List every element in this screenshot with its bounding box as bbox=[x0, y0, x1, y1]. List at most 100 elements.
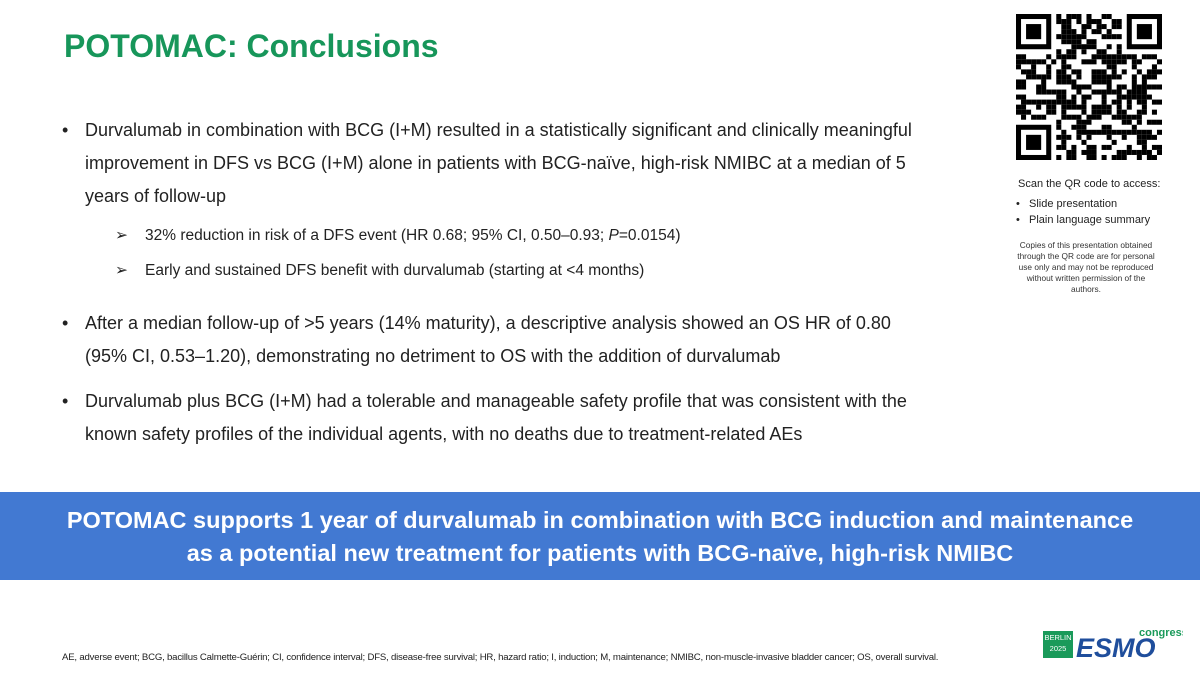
qr-module bbox=[1026, 99, 1032, 105]
qr-module bbox=[1096, 19, 1102, 25]
qr-module bbox=[1076, 34, 1082, 40]
qr-module bbox=[1061, 134, 1067, 140]
qr-module bbox=[1116, 84, 1122, 90]
qr-module bbox=[1141, 89, 1147, 95]
qr-module bbox=[1071, 54, 1077, 60]
qr-module bbox=[1056, 14, 1062, 20]
bullet: • After a median follow-up of >5 years (1… bbox=[62, 307, 937, 373]
qr-module bbox=[1146, 149, 1152, 155]
qr-code bbox=[1016, 14, 1162, 160]
qr-module bbox=[1076, 134, 1082, 140]
qr-module bbox=[1126, 129, 1132, 135]
qr-module bbox=[1056, 89, 1062, 95]
qr-module bbox=[1071, 39, 1077, 45]
qr-module bbox=[1061, 144, 1067, 150]
qr-module bbox=[1106, 109, 1112, 115]
qr-module bbox=[1116, 74, 1122, 80]
qr-module bbox=[1021, 69, 1027, 75]
qr-module bbox=[1136, 114, 1142, 120]
qr-module bbox=[1106, 29, 1112, 35]
qr-module bbox=[1131, 149, 1137, 155]
qr-module bbox=[1111, 64, 1117, 70]
qr-module bbox=[1066, 134, 1072, 140]
logo-brand: ESMO bbox=[1076, 633, 1156, 661]
banner-line: as a potential new treatment for patient… bbox=[186, 540, 1014, 566]
logo-year: 2025 bbox=[1050, 644, 1067, 653]
qr-module bbox=[1081, 119, 1087, 125]
qr-module bbox=[1111, 139, 1117, 145]
qr-module bbox=[1016, 59, 1022, 65]
qr-module bbox=[1061, 104, 1067, 110]
qr-module bbox=[1066, 64, 1072, 70]
qr-module bbox=[1071, 44, 1077, 50]
qr-module bbox=[1106, 79, 1112, 85]
qr-module bbox=[1136, 149, 1142, 155]
qr-module bbox=[1081, 139, 1087, 145]
qr-module bbox=[1101, 144, 1107, 150]
qr-module bbox=[1151, 154, 1157, 160]
qr-module bbox=[1056, 74, 1062, 80]
qr-module bbox=[1031, 64, 1037, 70]
qr-module bbox=[1136, 139, 1142, 145]
qr-module bbox=[1021, 114, 1027, 120]
qr-module bbox=[1136, 129, 1142, 135]
qr-module bbox=[1051, 104, 1057, 110]
qr-module bbox=[1131, 89, 1137, 95]
qr-module bbox=[1136, 59, 1142, 65]
qr-module bbox=[1066, 34, 1072, 40]
qr-module bbox=[1111, 34, 1117, 40]
footnote: AE, adverse event; BCG, bacillus Calmett… bbox=[62, 652, 939, 663]
qr-module bbox=[1106, 144, 1112, 150]
qr-module bbox=[1121, 154, 1127, 160]
sub-bullet: ➢ Early and sustained DFS benefit with du… bbox=[115, 262, 645, 279]
qr-module bbox=[1101, 24, 1107, 30]
qr-module bbox=[1061, 34, 1067, 40]
qr-module bbox=[1146, 119, 1152, 125]
qr-module bbox=[1061, 69, 1067, 75]
qr-module bbox=[1116, 114, 1122, 120]
qr-module bbox=[1066, 99, 1072, 105]
qr-module bbox=[1151, 69, 1157, 75]
qr-module bbox=[1121, 149, 1127, 155]
qr-module bbox=[1116, 99, 1122, 105]
title: POTOMAC: Conclusions bbox=[64, 28, 439, 64]
qr-module bbox=[1116, 59, 1122, 65]
qr-module bbox=[1131, 129, 1137, 135]
qr-module bbox=[1071, 34, 1077, 40]
qr-module bbox=[1096, 24, 1102, 30]
qr-module bbox=[1136, 134, 1142, 140]
qr-module bbox=[1076, 74, 1082, 80]
qr-module bbox=[1086, 14, 1092, 20]
qr-module bbox=[1056, 144, 1062, 150]
qr-module bbox=[1076, 124, 1082, 130]
qr-module bbox=[1141, 134, 1147, 140]
qr-module bbox=[1071, 114, 1077, 120]
qr-module bbox=[1086, 19, 1092, 25]
qr-module bbox=[1081, 24, 1087, 30]
qr-module bbox=[1121, 94, 1127, 100]
qr-module bbox=[1146, 84, 1152, 90]
qr-module bbox=[1066, 79, 1072, 85]
qr-module bbox=[1141, 54, 1147, 60]
sub-text: P bbox=[608, 227, 619, 244]
qr-module bbox=[1121, 69, 1127, 75]
qr-module bbox=[1091, 79, 1097, 85]
qr-module bbox=[1061, 54, 1067, 60]
qr-module bbox=[1041, 114, 1047, 120]
qr-module bbox=[1066, 29, 1072, 35]
qr-module bbox=[1156, 84, 1162, 90]
bullet-text: Durvalumab in combination with BCG (I+M)… bbox=[85, 120, 912, 206]
qr-module bbox=[1101, 99, 1107, 105]
qr-module bbox=[1111, 69, 1117, 75]
qr-module bbox=[1116, 24, 1122, 30]
qr-module bbox=[1151, 54, 1157, 60]
qr-module bbox=[1016, 64, 1022, 70]
qr-module bbox=[1091, 39, 1097, 45]
qr-module bbox=[1116, 49, 1122, 55]
qr-module bbox=[1041, 84, 1047, 90]
qr-module bbox=[1151, 134, 1157, 140]
qr-module bbox=[1081, 99, 1087, 105]
qr-module bbox=[1096, 74, 1102, 80]
qr-module bbox=[1071, 29, 1077, 35]
qr-module bbox=[1051, 59, 1057, 65]
